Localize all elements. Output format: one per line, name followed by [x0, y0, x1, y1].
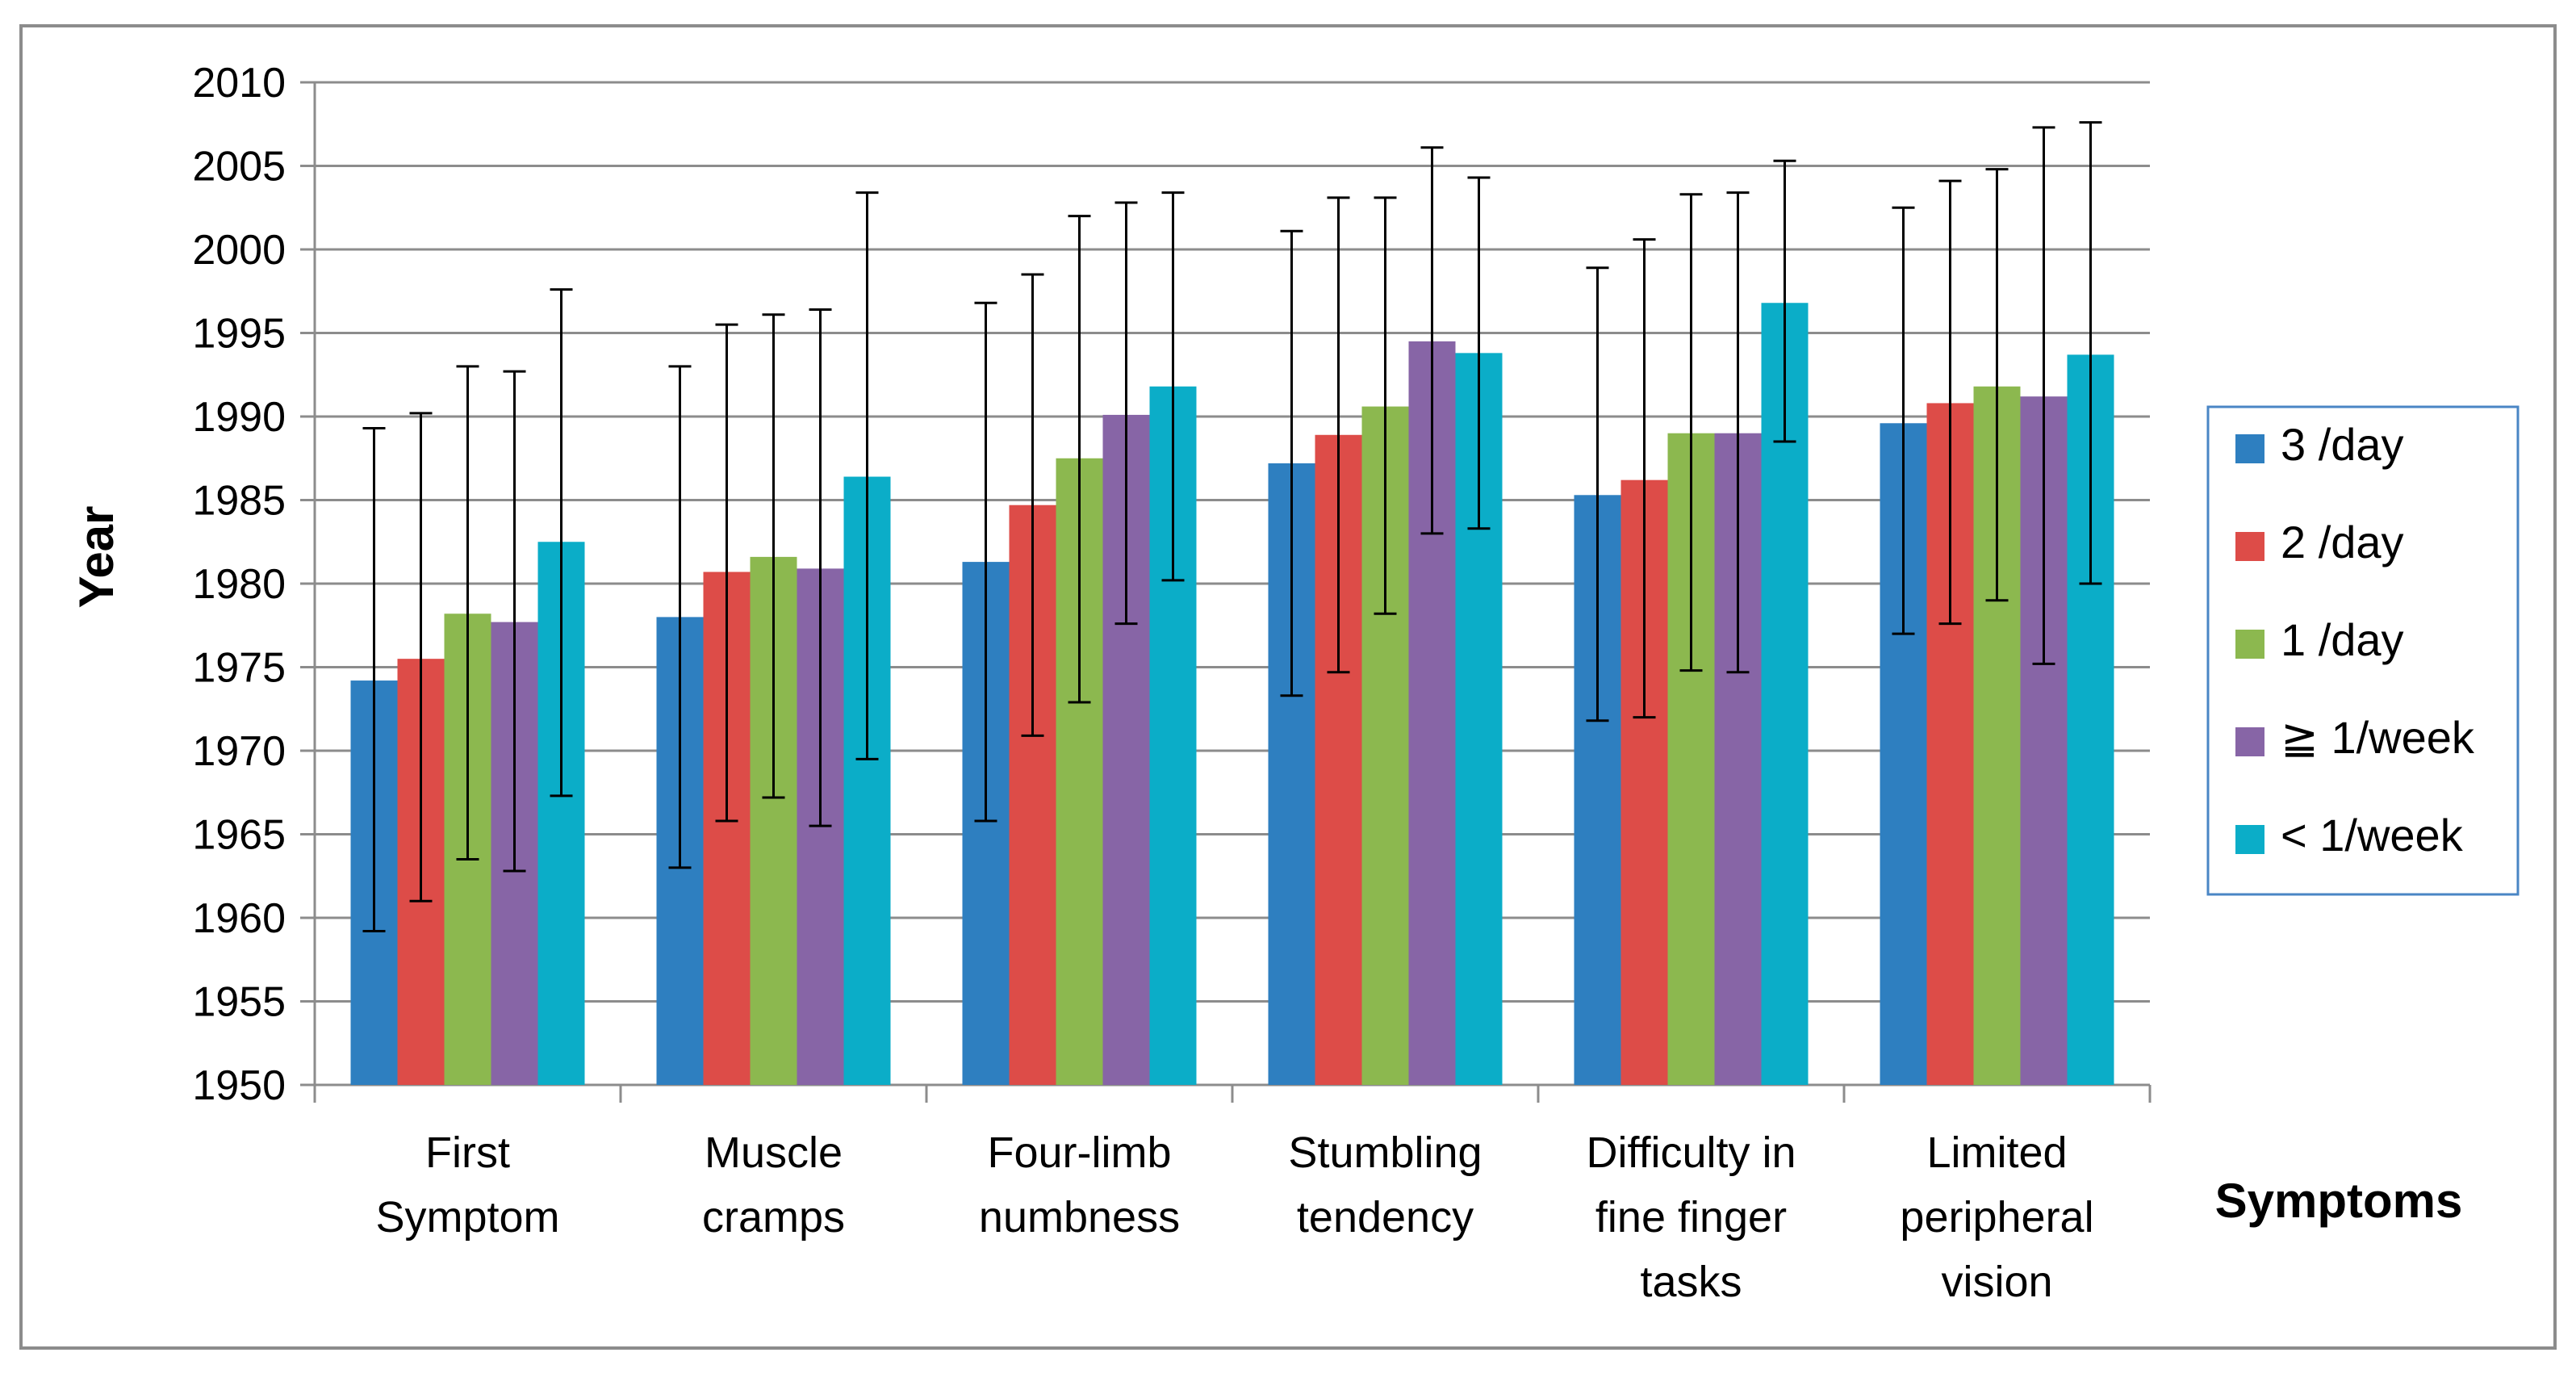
y-tick-label: 1995	[192, 311, 286, 358]
y-tick-label: 1965	[192, 812, 286, 859]
x-category-label: Muscle cramps	[702, 1128, 845, 1242]
y-tick-label: 1960	[192, 895, 286, 942]
legend-swatch	[2235, 434, 2264, 463]
x-category-label: Limited peripheral vision	[1900, 1128, 2093, 1306]
y-tick-label: 2005	[192, 144, 286, 191]
legend-label: < 1/week	[2281, 810, 2464, 860]
x-category-label: First Symptom	[375, 1128, 559, 1242]
legend-label: ≧ 1/week	[2281, 712, 2475, 763]
x-category-label: Stumbling tendency	[1288, 1128, 1482, 1242]
x-category-label: Four-limb numbness	[979, 1128, 1180, 1242]
y-tick-label: 1975	[192, 645, 286, 692]
y-tick-label: 1980	[192, 561, 286, 608]
legend-swatch	[2235, 630, 2264, 659]
y-tick-label: 2000	[192, 227, 286, 274]
y-tick-label: 1970	[192, 728, 286, 775]
y-tick-label: 1950	[192, 1062, 286, 1109]
legend-label: 2 /day	[2281, 517, 2404, 567]
y-tick-label: 1955	[192, 979, 286, 1026]
legend-swatch	[2235, 727, 2264, 756]
x-axis-title: Symptoms	[2215, 1174, 2463, 1228]
legend-swatch	[2235, 532, 2264, 561]
legend-label: 3 /day	[2281, 419, 2404, 470]
legend-label: 1 /day	[2281, 614, 2404, 665]
y-axis-title: Year	[69, 506, 123, 609]
y-tick-label: 2010	[192, 60, 286, 107]
x-category-label: Difficulty in fine finger tasks	[1586, 1128, 1796, 1306]
legend-swatch	[2235, 825, 2264, 854]
y-tick-label: 1990	[192, 394, 286, 441]
y-tick-label: 1985	[192, 478, 286, 525]
